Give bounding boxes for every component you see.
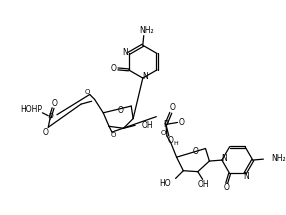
Text: NH₂: NH₂ bbox=[271, 154, 286, 163]
Text: P: P bbox=[164, 120, 168, 129]
Text: O: O bbox=[160, 130, 166, 136]
Text: O: O bbox=[110, 132, 116, 138]
Text: N: N bbox=[122, 48, 128, 57]
Text: O: O bbox=[193, 147, 199, 156]
Text: O: O bbox=[118, 106, 124, 115]
Text: HO: HO bbox=[159, 179, 171, 188]
Text: O: O bbox=[85, 89, 90, 95]
Text: NH₂: NH₂ bbox=[139, 26, 154, 35]
Text: O: O bbox=[178, 118, 184, 127]
Text: O: O bbox=[170, 103, 176, 112]
Text: O: O bbox=[168, 136, 174, 145]
Text: H: H bbox=[173, 141, 178, 146]
Text: P: P bbox=[48, 113, 53, 122]
Text: O: O bbox=[110, 64, 116, 73]
Text: OH: OH bbox=[198, 180, 209, 189]
Text: O: O bbox=[52, 99, 58, 108]
Text: N: N bbox=[221, 154, 227, 163]
Text: OH: OH bbox=[142, 121, 154, 130]
Text: HOHP: HOHP bbox=[20, 105, 42, 114]
Text: O: O bbox=[224, 183, 230, 192]
Text: N: N bbox=[243, 172, 249, 181]
Text: O: O bbox=[42, 128, 48, 137]
Text: N: N bbox=[142, 72, 148, 81]
